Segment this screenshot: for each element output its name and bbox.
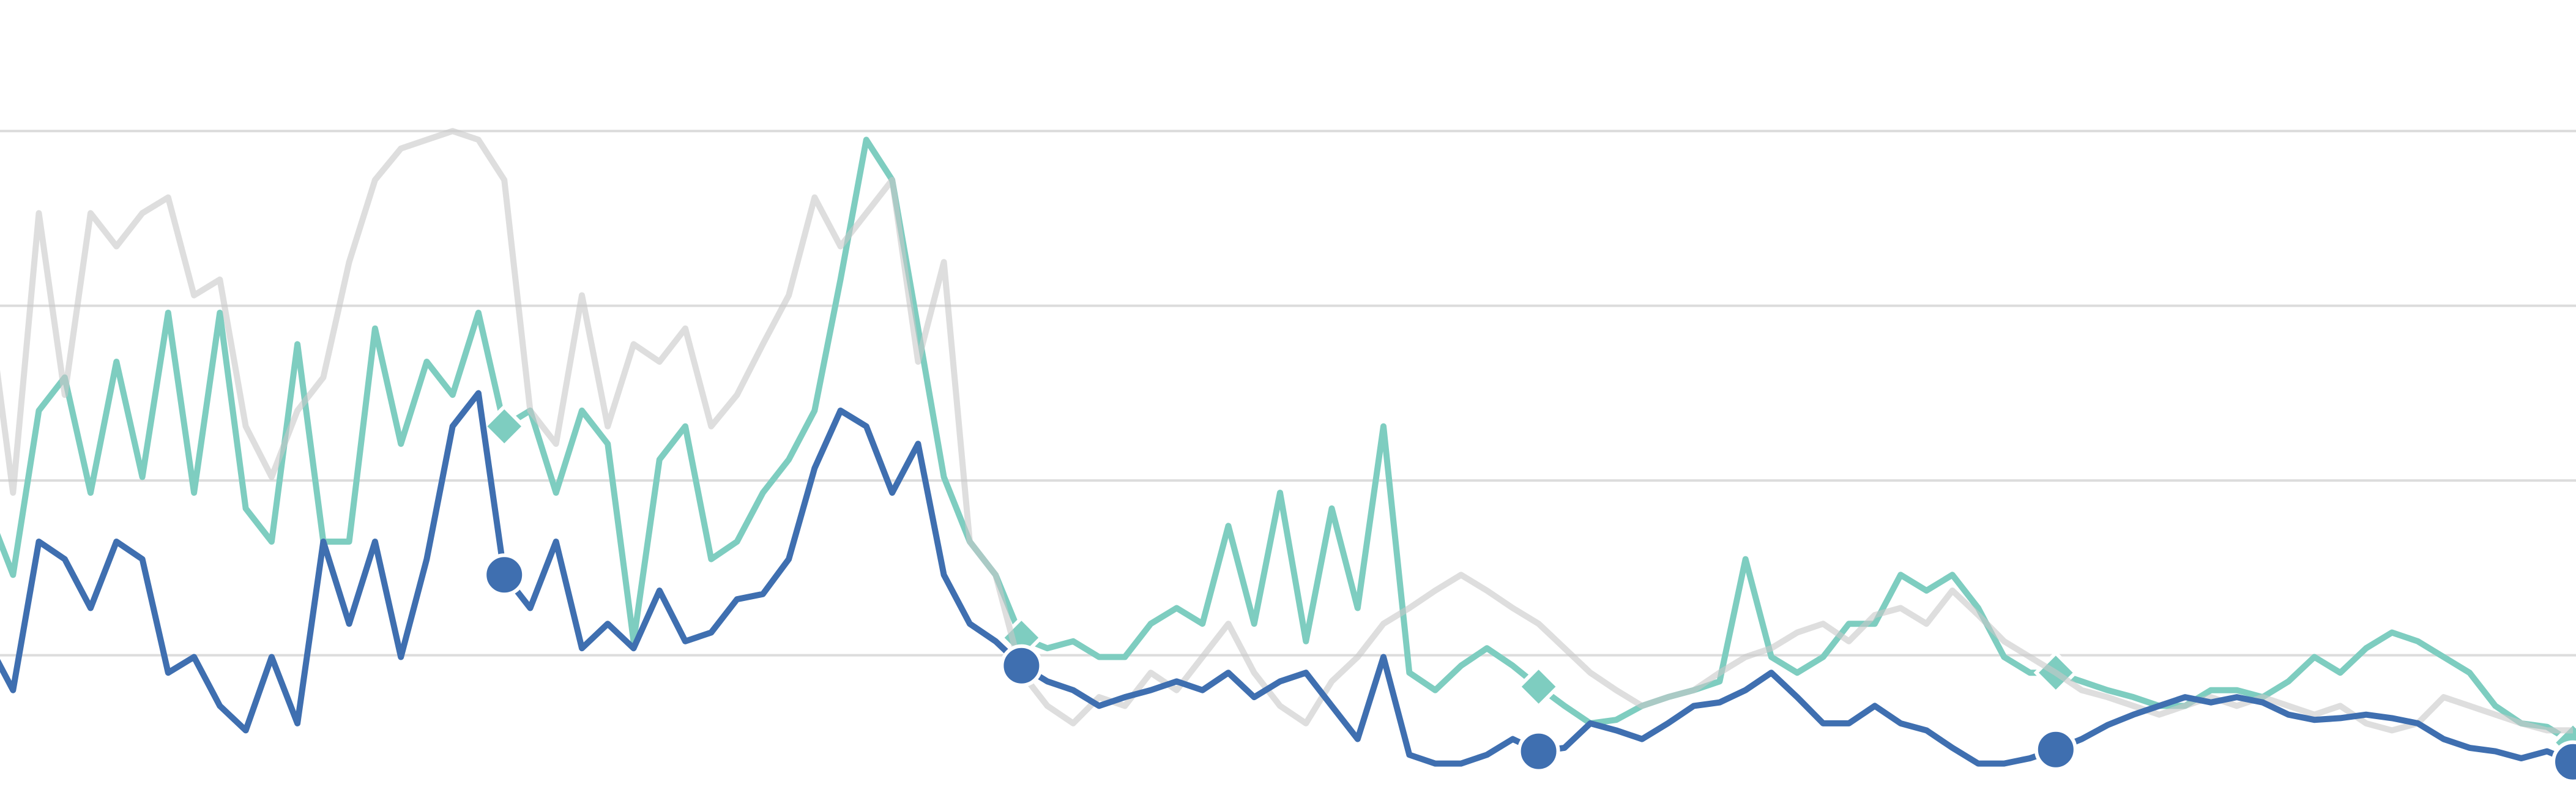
marker bbox=[1516, 664, 1561, 709]
line bbox=[0, 128, 2573, 734]
marker bbox=[483, 553, 526, 597]
marker bbox=[1000, 644, 1043, 687]
line bbox=[0, 390, 2574, 767]
marker bbox=[2034, 728, 2077, 771]
line bbox=[0, 136, 2575, 745]
marker bbox=[482, 404, 527, 449]
marker bbox=[2552, 740, 2576, 783]
marker bbox=[1517, 730, 1560, 773]
